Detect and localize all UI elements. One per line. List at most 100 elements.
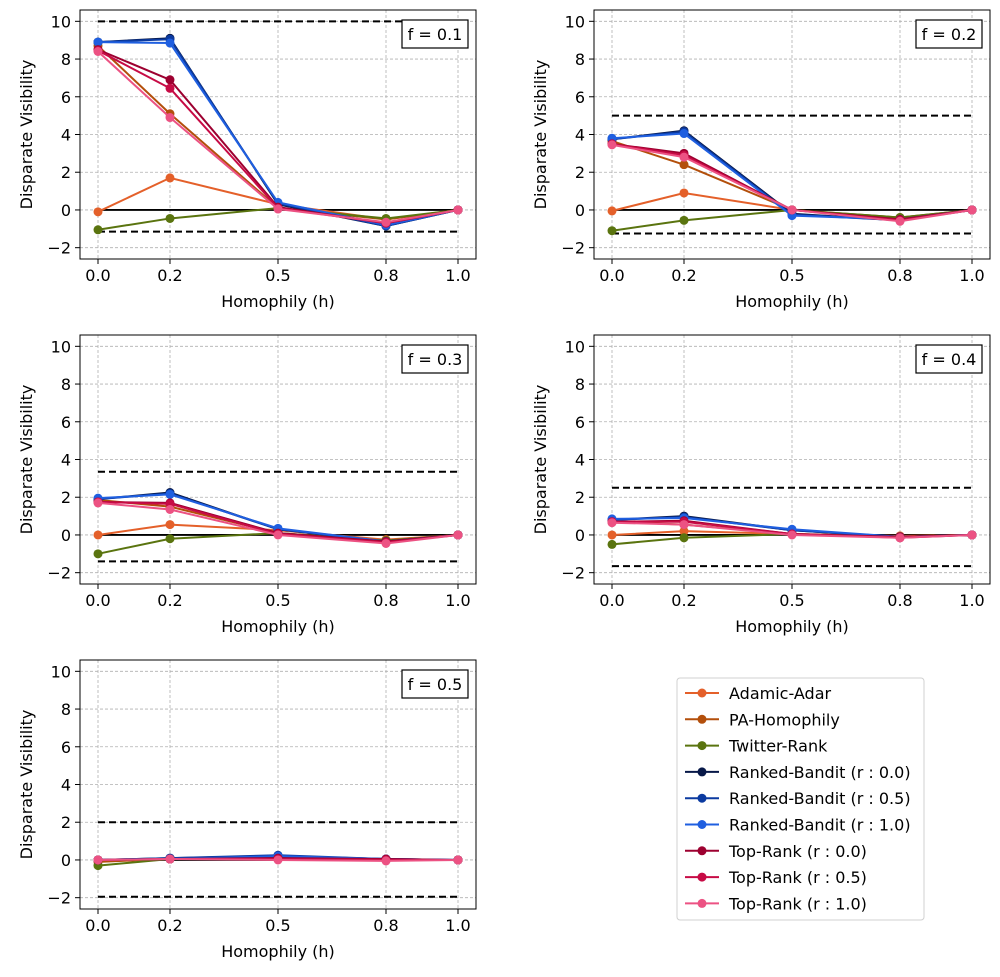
data-point	[679, 526, 689, 536]
legend-entry: Ranked-Bandit (r : 1.0)	[685, 816, 911, 835]
y-tick-label: 0	[61, 201, 71, 220]
legend-label: PA-Homophily	[729, 710, 840, 729]
x-tick-label: 0.0	[599, 591, 624, 610]
data-point	[607, 539, 617, 549]
x-tick-label: 1.0	[959, 591, 984, 610]
y-tick-label: 4	[61, 776, 71, 795]
data-point	[273, 204, 283, 214]
x-tick-label: 0.2	[671, 266, 696, 285]
data-point	[679, 215, 689, 225]
y-tick-label: 8	[61, 375, 71, 394]
legend-marker	[697, 820, 707, 829]
y-tick-label: 2	[575, 163, 585, 182]
legend-marker	[697, 846, 707, 856]
y-tick-label: −2	[561, 564, 585, 583]
data-point	[381, 856, 391, 866]
x-tick-label: 0.2	[671, 591, 696, 610]
legend-label: Adamic-Adar	[729, 684, 832, 703]
y-tick-label: 0	[61, 526, 71, 545]
x-axis-label: Homophily (h)	[221, 292, 335, 311]
legend-label: Top-Rank (r : 0.0)	[728, 842, 867, 861]
data-point	[679, 152, 689, 162]
data-point	[165, 504, 175, 514]
data-point	[93, 37, 103, 47]
y-tick-label: 8	[575, 375, 585, 394]
data-point	[165, 113, 175, 123]
x-tick-label: 0.8	[373, 591, 398, 610]
x-tick-label: 1.0	[445, 266, 470, 285]
data-point	[273, 530, 283, 540]
data-point	[93, 207, 103, 217]
y-tick-label: 6	[61, 413, 71, 432]
legend-label: Ranked-Bandit (r : 0.5)	[729, 789, 911, 808]
y-tick-label: 10	[51, 337, 71, 356]
f-annotation: f = 0.2	[922, 25, 977, 44]
f-annotation-box	[915, 19, 983, 49]
y-tick-label: 0	[61, 851, 71, 870]
data-point	[679, 129, 689, 139]
legend-marker	[697, 793, 707, 803]
y-tick-label: 2	[61, 163, 71, 182]
y-tick-label: −2	[47, 564, 71, 583]
legend-label: Top-Rank (r : 0.5)	[728, 868, 867, 887]
x-tick-label: 0.2	[157, 266, 182, 285]
x-tick-label: 0.5	[265, 916, 290, 935]
y-axis-label: Disparate Visibility	[531, 60, 550, 210]
f-annotation-box	[401, 19, 469, 49]
y-tick-label: −2	[47, 889, 71, 908]
data-point	[165, 520, 175, 530]
y-tick-label: 6	[61, 738, 71, 757]
x-tick-label: 1.0	[445, 591, 470, 610]
x-axis-label: Homophily (h)	[221, 617, 335, 636]
legend-marker	[697, 688, 707, 698]
x-tick-label: 0.2	[157, 591, 182, 610]
series-top-rank-r-1-0	[93, 47, 463, 227]
x-axis-label: Homophily (h)	[221, 942, 335, 961]
subplot-4: 0.0 0.2 0.5 0.8 1.0 −2 0 2 4 6 8 10 Homophily (h) Dis…	[531, 334, 991, 636]
series-top-rank-r-1-0	[607, 140, 977, 226]
y-tick-label: 2	[61, 488, 71, 507]
data-point	[165, 38, 175, 48]
x-tick-label: 0.0	[599, 266, 624, 285]
legend-label: Top-Rank (r : 1.0)	[728, 894, 867, 913]
y-tick-label: 6	[575, 413, 585, 432]
x-axis-label: Homophily (h)	[735, 292, 849, 311]
y-tick-label: 0	[575, 201, 585, 220]
data-point	[453, 855, 463, 865]
legend-frame	[676, 677, 925, 921]
legend-entry: Top-Rank (r : 0.5)	[685, 868, 867, 887]
legend-marker	[697, 714, 707, 724]
data-point	[607, 226, 617, 236]
legend-entry: Adamic-Adar	[685, 684, 832, 703]
legend-label: Ranked-Bandit (r : 0.0)	[729, 763, 911, 782]
legend-marker	[697, 872, 707, 882]
y-tick-label: 4	[575, 451, 585, 470]
x-tick-label: 0.8	[373, 266, 398, 285]
y-tick-label: 8	[61, 700, 71, 719]
data-point	[93, 498, 103, 508]
y-tick-label: 4	[61, 451, 71, 470]
y-axis-label: Disparate Visibility	[17, 60, 36, 210]
y-tick-label: 8	[575, 50, 585, 69]
data-point	[381, 538, 391, 548]
x-tick-label: 1.0	[445, 916, 470, 935]
data-point	[607, 140, 617, 150]
subplot-2: 0.0 0.2 0.5 0.8 1.0 −2 0 2 4 6 8 10 Homophily (h) Dis…	[531, 9, 991, 311]
f-annotation: f = 0.3	[408, 350, 463, 369]
series-top-rank-r-1-0	[607, 518, 977, 543]
data-point	[895, 216, 905, 226]
legend-label: Ranked-Bandit (r : 1.0)	[729, 816, 911, 835]
data-point	[679, 160, 689, 170]
data-point	[787, 205, 797, 215]
data-point	[165, 213, 175, 223]
y-tick-label: 10	[565, 12, 585, 31]
data-point	[93, 225, 103, 235]
y-tick-label: 4	[61, 126, 71, 145]
data-point	[165, 489, 175, 499]
subplot-3: 0.0 0.2 0.5 0.8 1.0 −2 0 2 4 6 8 10 Homophily (h) Dis…	[17, 334, 477, 636]
data-point	[165, 173, 175, 183]
data-point	[679, 533, 689, 543]
f-annotation: f = 0.4	[922, 350, 977, 369]
data-point	[787, 530, 797, 540]
